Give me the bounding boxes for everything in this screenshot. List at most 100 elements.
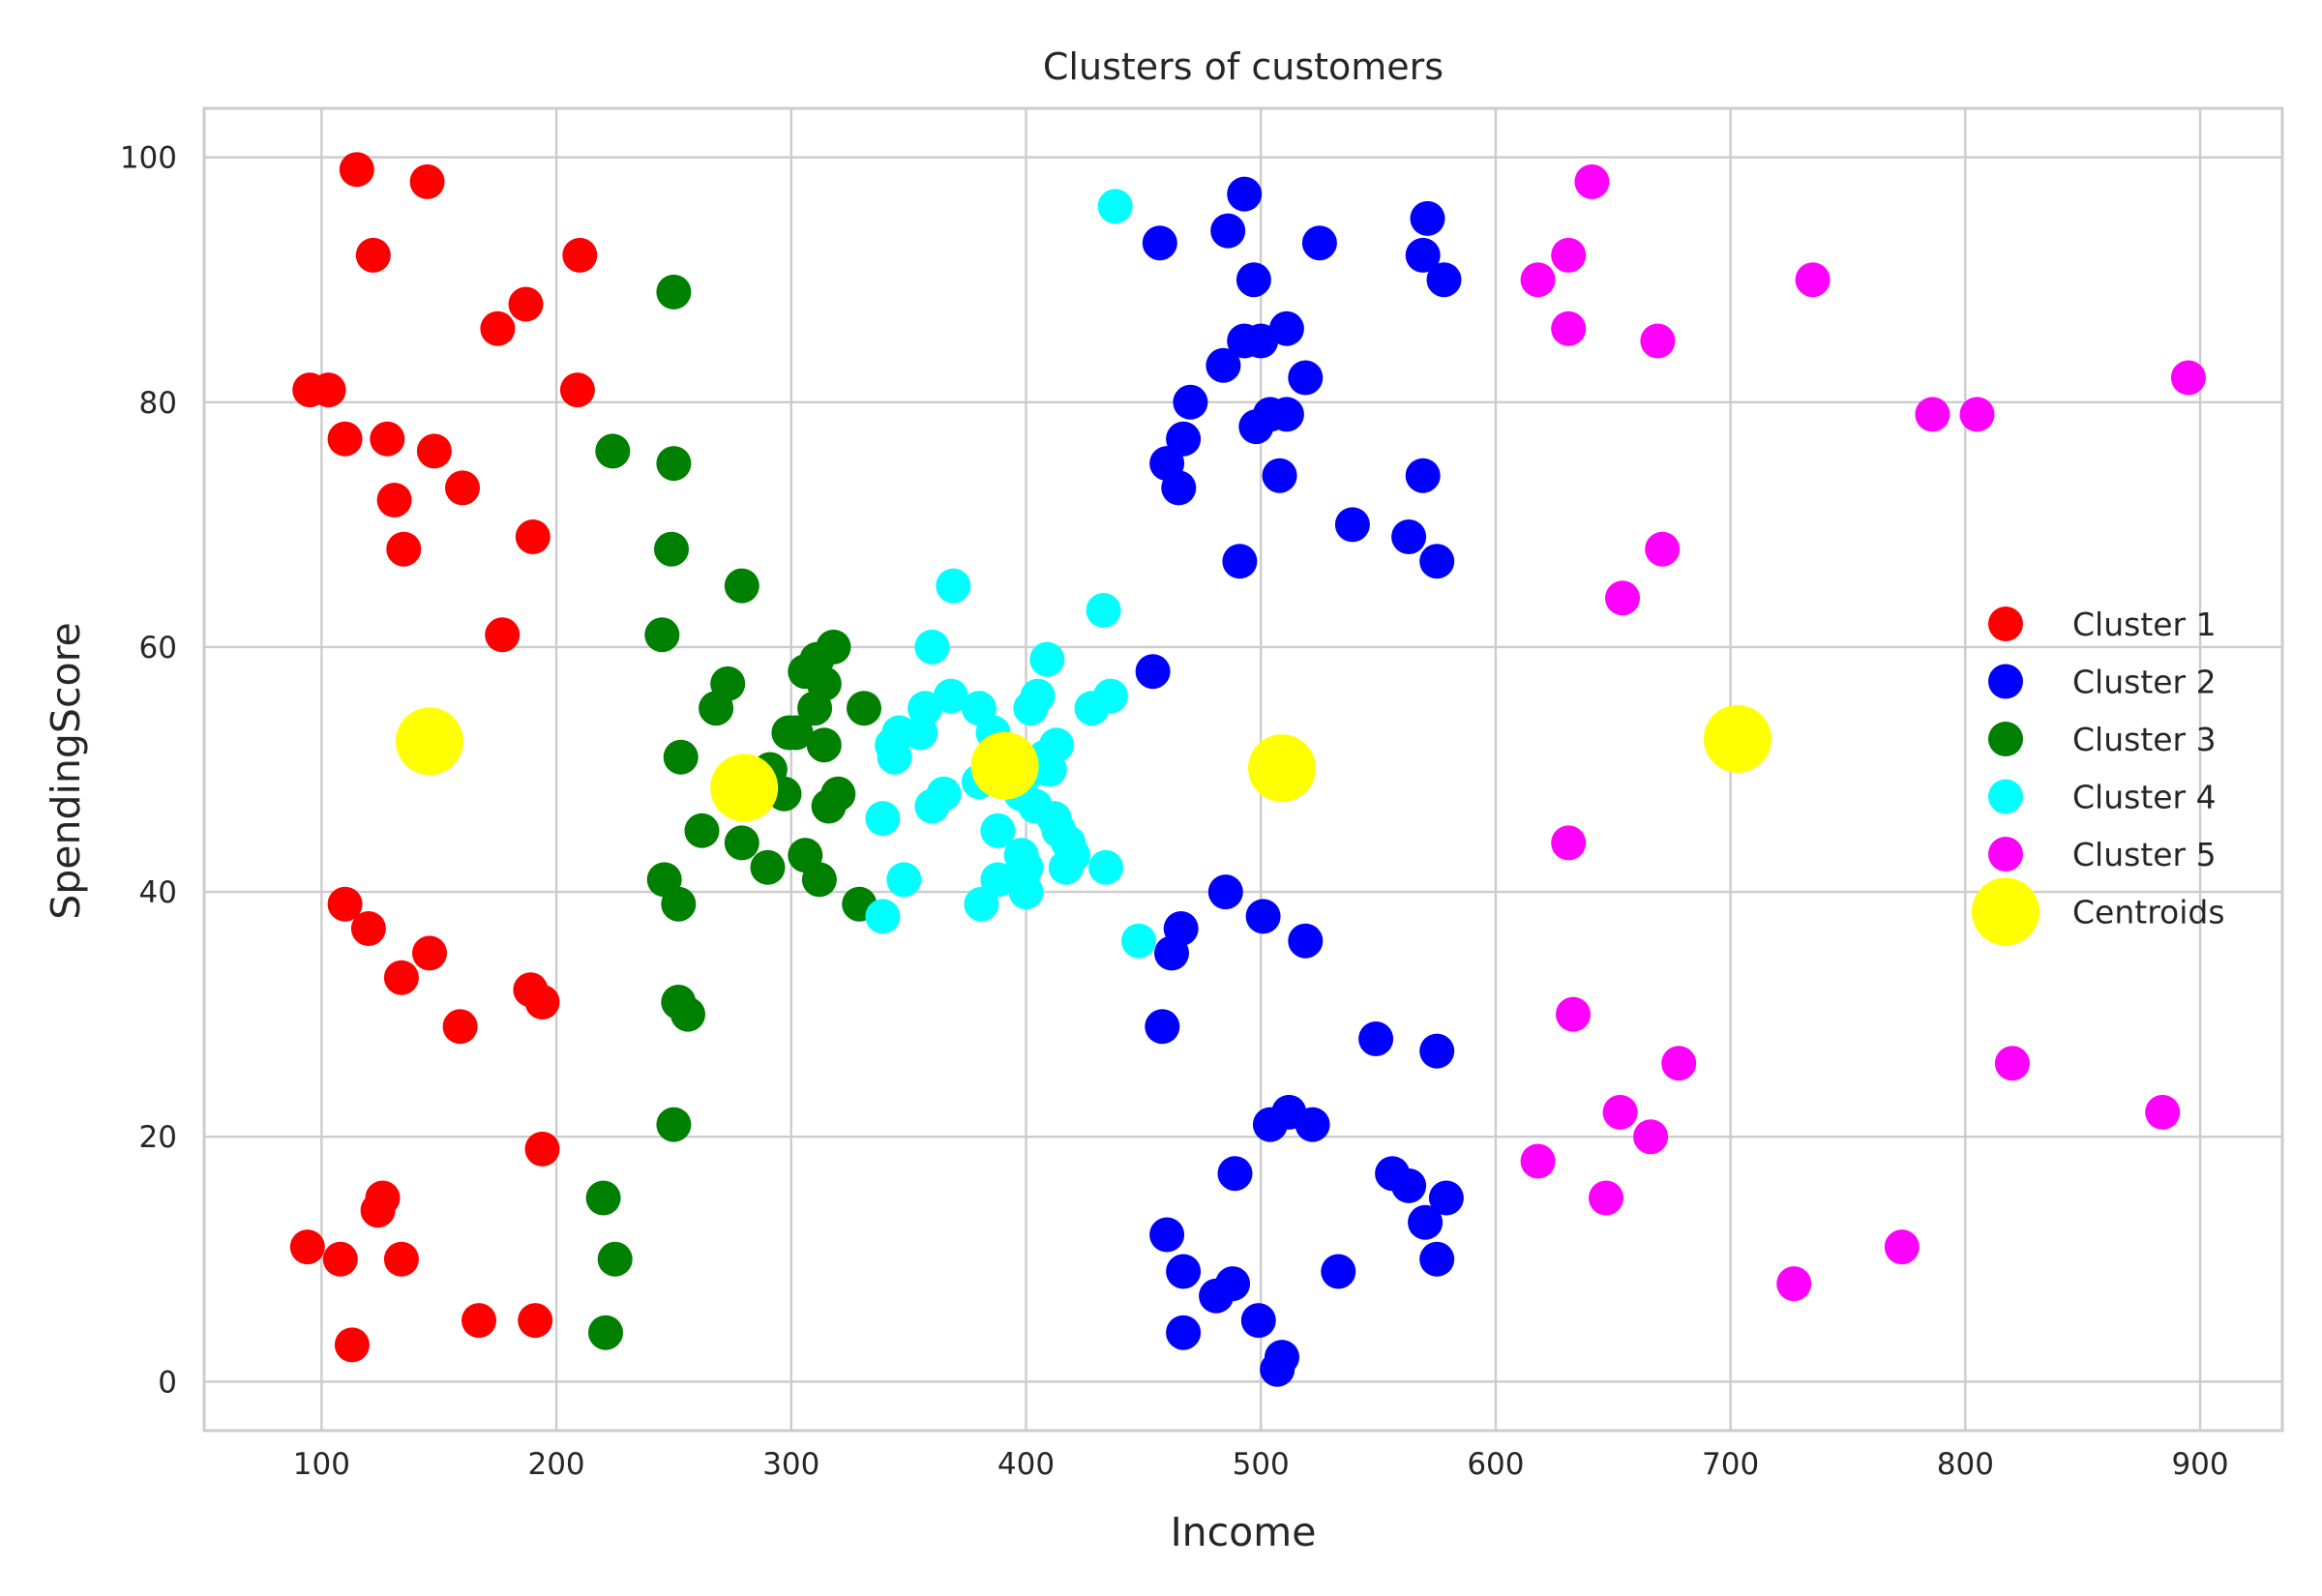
legend-marker: [1988, 664, 2023, 699]
data-point: [1260, 1351, 1295, 1387]
data-point: [1252, 1107, 1288, 1142]
data-point: [1121, 923, 1156, 959]
series-cluster-5: [1520, 163, 2206, 1302]
data-point: [865, 801, 901, 837]
legend-label: Cluster 5: [2072, 836, 2217, 873]
data-point: [1166, 1254, 1202, 1289]
data-point: [724, 825, 759, 861]
data-point: [1301, 225, 1337, 261]
data-point: [1334, 507, 1370, 543]
data-point: [654, 531, 689, 567]
data-point: [980, 862, 1016, 898]
legend-item: Cluster 5: [1988, 836, 2217, 873]
data-point: [1135, 654, 1171, 690]
data-point: [1173, 384, 1208, 420]
data-point: [1210, 213, 1246, 249]
data-point: [1240, 1303, 1276, 1339]
data-point: [1419, 1033, 1455, 1069]
data-point: [1268, 310, 1304, 346]
data-point: [1405, 458, 1441, 493]
data-point: [778, 715, 814, 751]
data-point: [656, 274, 692, 310]
data-point: [1145, 1009, 1180, 1045]
data-point: [461, 1303, 496, 1339]
data-point: [350, 911, 386, 946]
data-point: [416, 433, 452, 469]
data-point: [1154, 935, 1189, 971]
data-point: [1166, 1315, 1202, 1350]
data-point: [1994, 1046, 2030, 1081]
data-point: [1520, 262, 1556, 298]
data-point: [877, 739, 912, 775]
data-point: [670, 996, 705, 1032]
legend-marker: [1988, 606, 2023, 641]
x-axis-label: Income: [1171, 1509, 1317, 1555]
data-point: [588, 1315, 623, 1350]
data-point: [1410, 200, 1445, 236]
data-point: [1551, 825, 1587, 861]
data-point: [585, 1180, 621, 1216]
data-point: [524, 1131, 560, 1167]
legend-item: Cluster 2: [1988, 664, 2217, 701]
x-tick-label: 300: [762, 1447, 819, 1482]
data-point: [964, 886, 999, 922]
y-tick-label: 100: [120, 141, 177, 176]
centroid-point: [1248, 734, 1316, 803]
x-tick-label: 800: [1937, 1447, 1994, 1482]
data-point: [1097, 189, 1133, 224]
data-point: [1008, 849, 1044, 885]
y-tick-label: 0: [158, 1365, 177, 1400]
series-cluster-4: [865, 189, 1156, 959]
data-point: [289, 1229, 325, 1265]
data-point: [442, 1009, 478, 1045]
data-point: [663, 739, 699, 775]
data-point: [1235, 262, 1271, 298]
data-point: [914, 788, 950, 824]
data-point: [1551, 237, 1587, 273]
legend-label: Cluster 2: [2072, 664, 2217, 701]
data-point: [1243, 323, 1279, 359]
data-point: [1008, 874, 1044, 910]
legend-item: Cluster 1: [1988, 606, 2217, 643]
data-point: [936, 568, 971, 604]
x-tick-label: 600: [1467, 1447, 1524, 1482]
data-point: [518, 1303, 553, 1339]
x-tick-label: 700: [1702, 1447, 1759, 1482]
data-point: [661, 886, 697, 922]
data-point: [1238, 409, 1274, 445]
series-centroids: [396, 704, 1771, 822]
data-point: [1602, 1094, 1638, 1130]
legend-marker: [1988, 779, 2023, 814]
data-point: [847, 691, 881, 726]
data-point: [1031, 752, 1067, 787]
data-point: [801, 862, 837, 898]
data-point: [360, 1193, 396, 1228]
data-points: [289, 152, 2206, 1387]
data-point: [445, 470, 480, 506]
chart-title: Clusters of customers: [1043, 45, 1444, 88]
data-point: [797, 691, 833, 726]
data-point: [1207, 874, 1243, 910]
data-point: [1915, 397, 1950, 432]
data-point: [1288, 360, 1324, 396]
data-point: [1428, 1180, 1464, 1216]
data-point: [933, 678, 968, 714]
data-point: [1029, 641, 1065, 677]
data-point: [1645, 531, 1681, 567]
data-point: [334, 1327, 370, 1363]
series-cluster-2: [1135, 176, 1464, 1387]
legend-label: Cluster 3: [2072, 721, 2217, 758]
data-point: [1776, 1266, 1812, 1302]
data-point: [1142, 225, 1177, 261]
data-point: [1149, 1217, 1185, 1253]
legend-item: Cluster 4: [1988, 779, 2217, 816]
data-point: [1020, 678, 1056, 714]
data-point: [480, 310, 516, 346]
data-point: [1391, 519, 1427, 554]
centroid-point: [710, 754, 779, 822]
data-point: [1262, 458, 1297, 493]
data-point: [1959, 397, 1995, 432]
data-point: [1426, 262, 1462, 298]
legend-item: Cluster 3: [1988, 721, 2217, 758]
